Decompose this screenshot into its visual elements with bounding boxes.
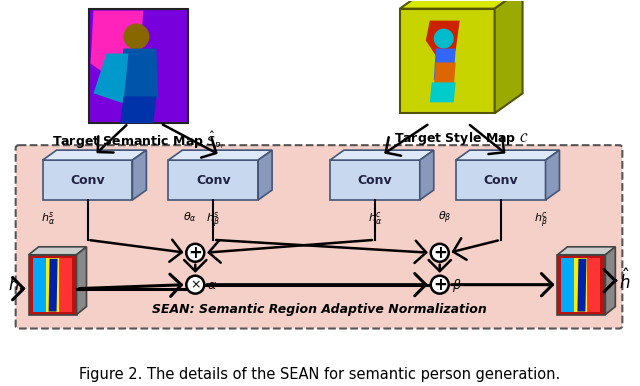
Text: $h$: $h$ [8,276,19,294]
Polygon shape [118,49,158,103]
Polygon shape [434,63,456,88]
Polygon shape [400,8,495,113]
Text: Conv: Conv [483,174,518,186]
Polygon shape [45,258,59,312]
Polygon shape [93,54,129,103]
Polygon shape [132,150,147,200]
Polygon shape [434,49,456,80]
Text: $\beta$: $\beta$ [452,277,461,294]
Text: $h^s_\beta$: $h^s_\beta$ [206,210,220,230]
Text: Conv: Conv [358,174,392,186]
Polygon shape [561,258,575,312]
Text: Target Style Map $\mathcal{C}$: Target Style Map $\mathcal{C}$ [394,130,529,147]
Polygon shape [90,11,143,83]
Text: $\hat{h}$: $\hat{h}$ [619,268,630,293]
Polygon shape [605,247,615,315]
Polygon shape [495,0,522,113]
Polygon shape [29,247,86,255]
Polygon shape [43,150,147,160]
Text: Target Semantic Map $\hat{S}_{p_i}$: Target Semantic Map $\hat{S}_{p_i}$ [52,130,225,152]
Polygon shape [43,160,132,200]
Polygon shape [59,258,72,312]
Text: $h^s_\alpha$: $h^s_\alpha$ [40,210,54,227]
Text: $\theta_\alpha$: $\theta_\alpha$ [184,210,197,224]
Polygon shape [49,259,58,312]
Polygon shape [120,96,156,123]
Polygon shape [420,150,434,200]
Text: +: + [188,244,202,262]
Polygon shape [577,259,586,312]
Text: $\theta_\beta$: $\theta_\beta$ [438,210,451,226]
Polygon shape [330,150,434,160]
Text: +: + [433,244,447,262]
Polygon shape [258,150,272,200]
Polygon shape [330,160,420,200]
Polygon shape [456,150,559,160]
Polygon shape [33,258,45,312]
Circle shape [434,29,454,49]
Circle shape [431,276,449,294]
Polygon shape [557,255,605,315]
Text: $\alpha$: $\alpha$ [207,279,218,292]
Text: $h^c_\alpha$: $h^c_\alpha$ [368,210,382,227]
Polygon shape [400,0,522,8]
Circle shape [431,244,449,262]
Polygon shape [430,82,456,102]
Text: Conv: Conv [196,174,230,186]
Polygon shape [29,255,77,315]
Text: $h^c_\beta$: $h^c_\beta$ [534,210,547,230]
Circle shape [124,24,149,49]
Polygon shape [418,20,473,105]
Text: +: + [433,276,447,294]
Text: SEAN: Semantic Region Adaptive Normalization: SEAN: Semantic Region Adaptive Normaliza… [152,303,486,316]
Circle shape [186,244,204,262]
Polygon shape [77,247,86,315]
Polygon shape [545,150,559,200]
Polygon shape [588,258,600,312]
FancyBboxPatch shape [15,145,622,328]
Text: $\times$: $\times$ [190,278,201,291]
Text: Conv: Conv [70,174,105,186]
Text: Figure 2. The details of the SEAN for semantic person generation.: Figure 2. The details of the SEAN for se… [79,367,561,382]
Circle shape [186,276,204,294]
Polygon shape [88,8,188,123]
Polygon shape [456,160,545,200]
Polygon shape [557,247,615,255]
Polygon shape [575,258,588,312]
Polygon shape [426,20,460,56]
Polygon shape [168,150,272,160]
Polygon shape [168,160,258,200]
